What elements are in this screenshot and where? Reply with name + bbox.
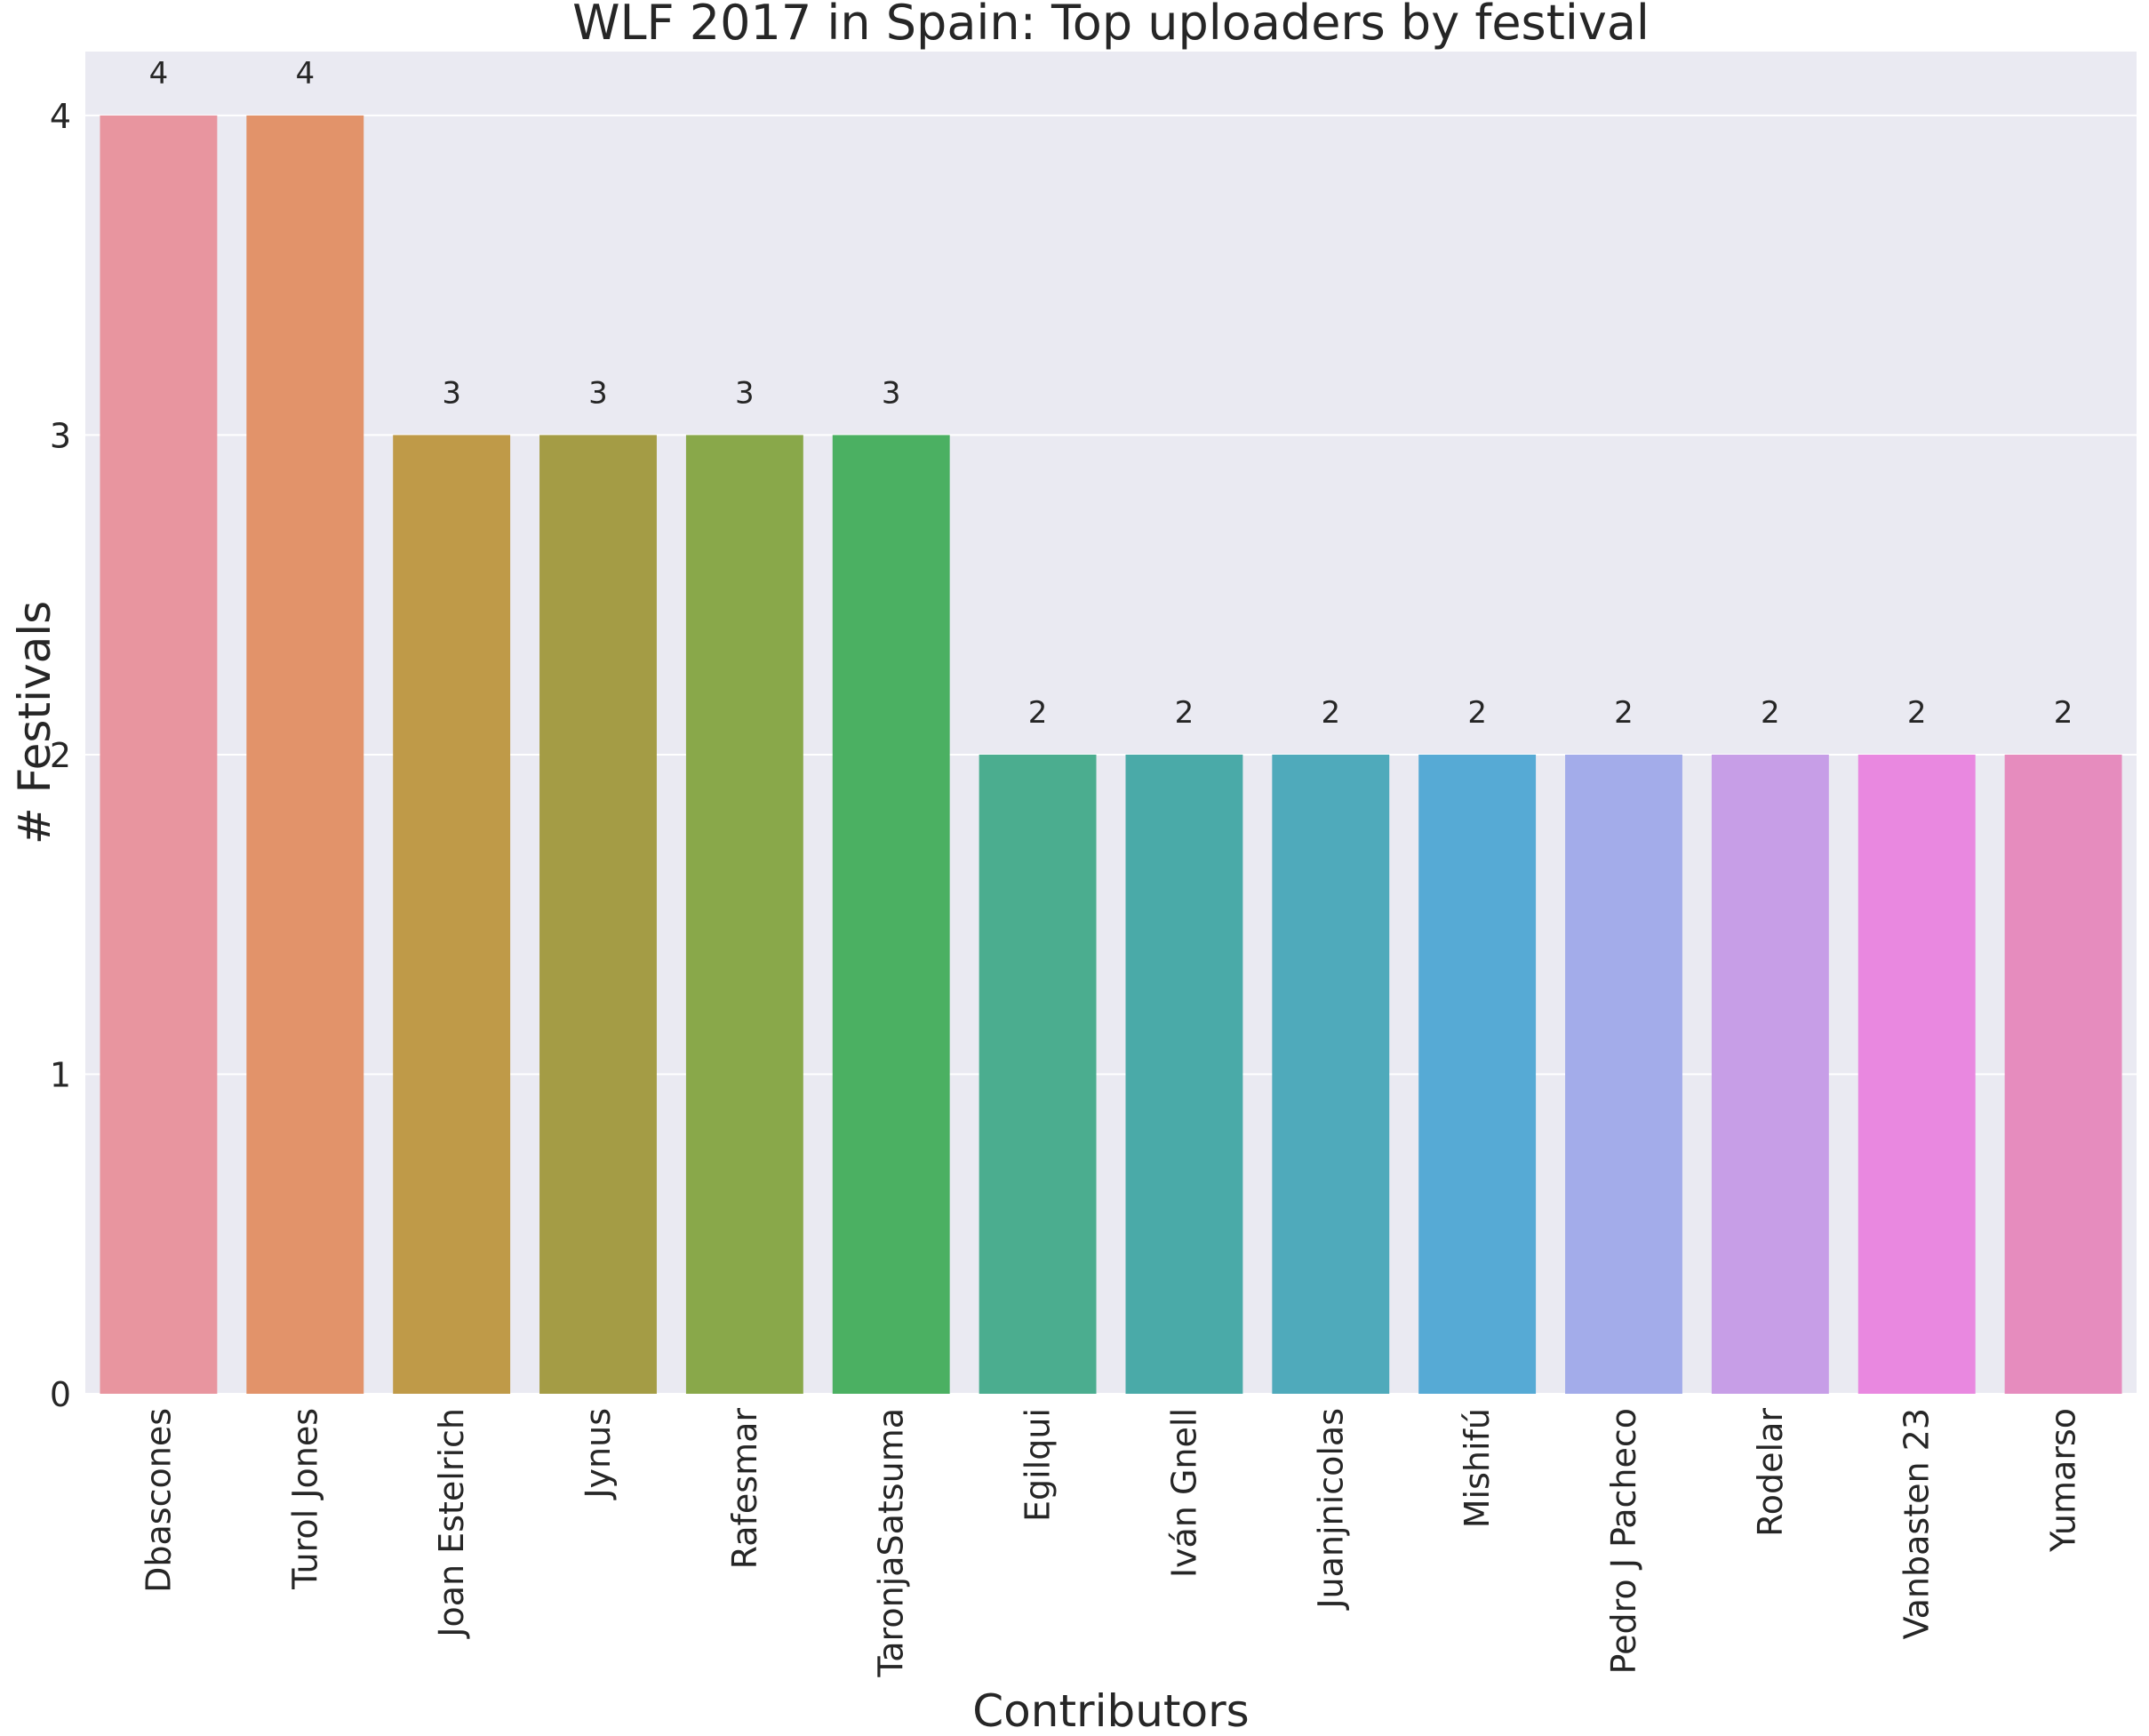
bar: [832, 435, 950, 1394]
bar: [1272, 754, 1390, 1394]
y-tick-label: 0: [50, 1375, 71, 1414]
bar: [1857, 754, 1976, 1394]
y-tick-label: 1: [50, 1055, 71, 1094]
x-tick-label: TaronjaSatsuma: [872, 1408, 911, 1678]
bar: [246, 115, 364, 1394]
x-tick-label: Juanjnicolas: [1311, 1408, 1350, 1611]
data-label: 2: [2054, 695, 2073, 731]
y-axis-label: # Festivals: [9, 601, 60, 844]
y-tick-label: 3: [50, 416, 71, 455]
x-tick-label: Joan Estelrich: [432, 1408, 471, 1639]
data-label: 4: [295, 56, 315, 92]
bar: [685, 435, 803, 1394]
x-tick-label: Yumarso: [2044, 1408, 2083, 1553]
x-tick-label: Mishifú: [1458, 1408, 1497, 1528]
bar: [1565, 754, 1682, 1394]
bar: [1125, 754, 1243, 1394]
bar: [979, 754, 1097, 1394]
x-tick-label: Rafesmar: [725, 1408, 764, 1570]
data-label: 3: [588, 375, 608, 411]
data-label: 3: [882, 375, 901, 411]
x-tick-label: Vanbasten 23: [1897, 1408, 1937, 1639]
y-axis: 0 1 2 3 4: [50, 97, 71, 1414]
x-tick-label: Egilqui: [1019, 1408, 1058, 1522]
x-tick-label: Pedro J Pacheco: [1604, 1408, 1643, 1674]
y-tick-label: 4: [50, 97, 71, 136]
data-label: 3: [735, 375, 755, 411]
data-labels: 4 4 3 3 3 3 2 2 2 2 2 2 2 2: [149, 56, 2073, 731]
bar: [539, 435, 657, 1394]
x-axis-label: Contributors: [972, 1685, 1249, 1736]
y-tick-label: 2: [50, 736, 71, 775]
x-axis: Dbascones Turol Jones Joan Estelrich Jynus R…: [139, 1408, 2082, 1678]
bar: [100, 115, 218, 1394]
data-label: 2: [1761, 695, 1780, 731]
bar: [2004, 754, 2122, 1394]
x-tick-label: Iván Gnell: [1164, 1408, 1203, 1578]
data-label: 2: [1467, 695, 1487, 731]
x-tick-label: Jynus: [579, 1408, 618, 1500]
data-label: 4: [149, 56, 169, 92]
data-label: 2: [1907, 695, 1927, 731]
bars: [100, 115, 2122, 1394]
chart-title: WLF 2017 in Spain: Top uploaders by fest…: [572, 0, 1650, 51]
bar: [393, 435, 511, 1394]
data-label: 2: [1321, 695, 1340, 731]
x-tick-label: Dbascones: [139, 1408, 178, 1593]
data-label: 2: [1028, 695, 1048, 731]
bar: [1418, 754, 1537, 1394]
x-tick-label: Turol Jones: [285, 1408, 324, 1590]
data-label: 2: [1175, 695, 1194, 731]
x-tick-label: Rodelar: [1751, 1408, 1790, 1537]
data-label: 2: [1614, 695, 1634, 731]
bar: [1711, 754, 1829, 1394]
data-label: 3: [442, 375, 461, 411]
